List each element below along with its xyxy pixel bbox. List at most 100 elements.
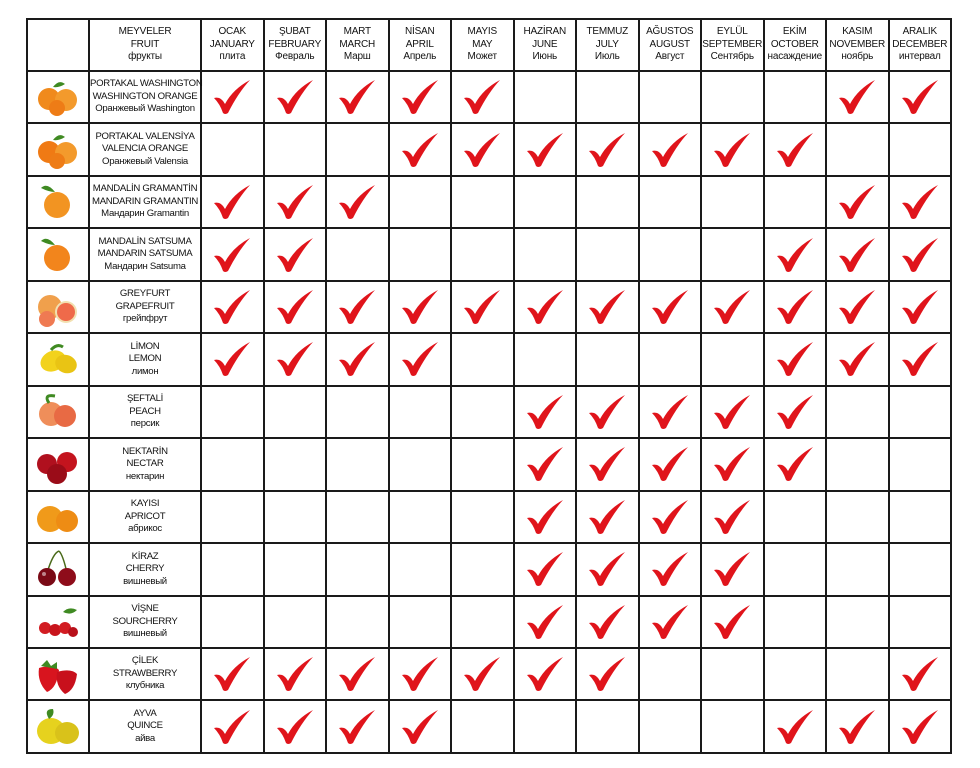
month-label-ru: плита [219, 51, 246, 63]
checkmark-icon [214, 80, 251, 115]
orange-fruit-icon [38, 82, 77, 117]
month-label-tr: OCAK [218, 26, 247, 38]
grapefruit-icon [38, 295, 77, 328]
season-cell-in [637, 489, 702, 545]
checkmark-icon [589, 447, 626, 482]
season-cell-empty [450, 594, 515, 649]
season-cell-in [387, 279, 452, 335]
month-label-ru: интервал [898, 51, 941, 63]
strawberry-icon [38, 660, 77, 695]
season-cell-empty [200, 384, 265, 440]
fruit-image-cell [26, 542, 90, 597]
fruit-name-tr: GREYFURT [119, 288, 171, 300]
season-cell-empty [325, 227, 390, 282]
checkmark-icon [901, 709, 938, 744]
checkmark-icon [714, 394, 751, 429]
orange-fruit-icon [38, 134, 77, 169]
fruit-row: GREYFURT GRAPEFRUIT грейпфрут [26, 279, 952, 335]
fruit-name-cell: VİŞNE SOURCHERRY вишневый [88, 594, 202, 649]
mandarin-icon [41, 238, 70, 271]
season-cell-empty [200, 437, 265, 492]
season-cell-empty [200, 122, 265, 177]
season-cell-empty [762, 594, 827, 649]
checkmark-icon [589, 394, 626, 429]
season-cell-empty [512, 227, 577, 282]
fruit-row: VİŞNE SOURCHERRY вишневый [26, 594, 952, 649]
checkmark-icon [526, 132, 563, 167]
checkmark-icon [526, 657, 563, 692]
season-cell-empty [325, 489, 390, 545]
season-cell-in [637, 542, 702, 597]
month-label-tr: EKİM [782, 26, 807, 38]
fruit-image-cell [26, 332, 90, 387]
checkmark-icon [839, 342, 876, 377]
season-cell-empty [387, 384, 452, 440]
month-label-ru: Апрель [403, 51, 437, 63]
season-cell-empty [512, 699, 577, 754]
fruit-name-cell: GREYFURT GRAPEFRUIT грейпфрут [88, 279, 202, 335]
season-cell-empty [700, 332, 765, 387]
fruit-name-tr: VİŞNE [131, 603, 159, 614]
checkmark-icon [464, 657, 501, 692]
season-cell-in [575, 594, 640, 649]
fruit-name-cell: PORTAKAL WASHINGTON WASHINGTON ORANGE Оран… [88, 69, 203, 125]
fruit-name-en: VALENCIA ORANGE [102, 143, 188, 155]
season-cell-empty [450, 384, 515, 440]
fruit-header-en: FRUIT [130, 38, 160, 50]
fruit-name-cell: PORTAKAL VALENSİYA VALENCIA ORANGE Оранжев… [88, 122, 202, 177]
season-cell-empty [825, 384, 890, 440]
header-row: MEYVELER FRUIT фрукты OCAK JANUARY плита ŞU… [26, 18, 952, 72]
checkmark-icon [589, 132, 626, 167]
checkmark-icon [651, 132, 688, 167]
fruit-image-cell [26, 384, 90, 440]
fruit-name-en: SOURCHERRY [112, 615, 178, 627]
season-cell-empty [700, 174, 765, 230]
season-cell-in [762, 699, 827, 754]
season-cell-in [700, 122, 765, 177]
fruit-name-ru: Мандарин Satsuma [104, 260, 186, 272]
checkmark-icon [276, 342, 313, 377]
month-header: AĞUSTOS AUGUST Август [637, 18, 702, 72]
month-label-en: DECEMBER [892, 38, 948, 50]
fruit-image-cell [26, 227, 90, 282]
checkmark-icon [776, 132, 813, 167]
checkmark-icon [901, 237, 938, 272]
checkmark-icon [901, 185, 938, 220]
checkmark-icon [214, 657, 251, 692]
season-cell-in [762, 122, 827, 177]
season-cell-in [325, 332, 390, 387]
season-cell-in [575, 122, 640, 177]
fruit-image-cell [26, 646, 90, 702]
month-label-tr: EYLÜL [716, 26, 748, 38]
month-label-tr: HAZİRAN [523, 26, 567, 38]
season-cell-empty [887, 384, 952, 440]
checkmark-icon [589, 657, 626, 692]
fruit-name-en: PEACH [129, 405, 161, 417]
fruit-name-cell: KİRAZ CHERRY вишневый [88, 542, 202, 597]
season-cell-empty [825, 437, 890, 492]
fruit-header-ru: фрукты [128, 51, 162, 63]
season-cell-in [262, 174, 327, 230]
season-cell-in [762, 437, 827, 492]
checkmark-icon [276, 80, 313, 115]
lemon-icon [40, 344, 77, 374]
season-cell-in [637, 384, 702, 440]
checkmark-icon [339, 657, 376, 692]
season-cell-in [575, 489, 640, 545]
checkmark-icon [401, 80, 438, 115]
nectarine-icon [37, 452, 77, 485]
fruit-row: PORTAKAL VALENSİYA VALENCIA ORANGE Оранжев… [26, 122, 952, 177]
month-label-en: JULY [595, 38, 619, 50]
season-cell-in [387, 646, 452, 702]
checkmark-icon [651, 604, 688, 639]
season-cell-empty [450, 699, 515, 754]
season-cell-in [200, 174, 265, 230]
month-header: OCAK JANUARY плита [200, 18, 265, 72]
season-cell-in [700, 279, 765, 335]
season-cell-in [825, 227, 890, 282]
season-cell-in [325, 69, 390, 125]
fruit-row: LİMON LEMON лимон [26, 332, 952, 387]
month-label-en: JANUARY [209, 38, 255, 50]
season-cell-empty [200, 489, 265, 545]
season-cell-empty [762, 69, 827, 125]
